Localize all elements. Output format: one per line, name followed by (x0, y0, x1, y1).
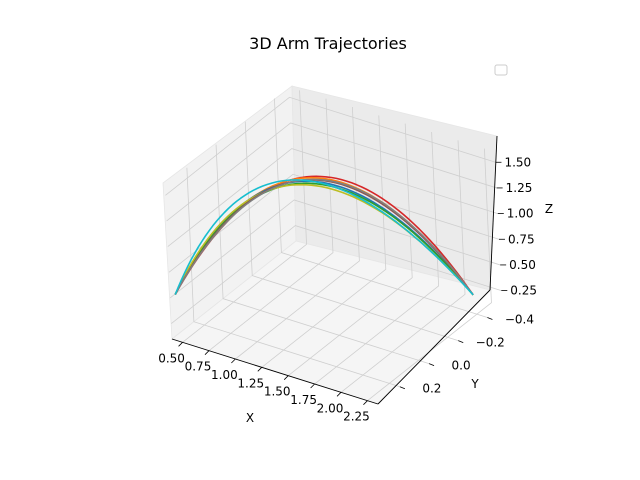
x-tick-mark (204, 350, 210, 355)
x-tick-label: 1.00 (211, 368, 238, 382)
z-grid-line (167, 148, 498, 247)
x-grid-line (235, 106, 360, 360)
y-grid-line (274, 98, 488, 318)
axis-ticks: 0.500.751.001.251.501.752.002.25−0.4−0.2… (158, 155, 537, 423)
axis-lines (171, 135, 498, 405)
z-grid-line (171, 225, 502, 324)
x-grid-line (367, 148, 492, 401)
x-tick-label: 2.25 (343, 410, 370, 424)
x-tick-mark (310, 383, 315, 389)
chart-title: 3D Arm Trajectories (249, 34, 407, 53)
y-axis-label: Y (470, 377, 479, 391)
z-tick-label: 1.00 (507, 207, 534, 221)
y-tick-label: −0.4 (505, 313, 534, 327)
y-tick-label: −0.2 (476, 336, 505, 350)
z-tick-label: 1.50 (504, 155, 531, 169)
x-tick-label: 1.75 (290, 393, 317, 407)
x-tick-label: 1.50 (264, 385, 291, 399)
z-grid-line (165, 96, 496, 196)
x-grid-line (182, 90, 307, 343)
axes-panes (162, 85, 498, 405)
x-axis-label: X (246, 411, 254, 425)
x-grid-line (314, 131, 440, 385)
y-tick-mark (487, 317, 493, 320)
z-grid-line (169, 199, 501, 299)
trajectory-line (174, 178, 474, 296)
x-tick-mark (336, 392, 342, 397)
trajectory-line (174, 182, 474, 296)
x-grid-line (261, 115, 387, 368)
x-axis-line (171, 338, 379, 405)
y-tick-mark (428, 363, 435, 367)
z-tick-label: 0.75 (508, 232, 535, 246)
z-axis-line (489, 135, 498, 291)
z-tick-label: 0.25 (510, 284, 537, 298)
y-grid-line (186, 167, 401, 388)
x-tick-mark (257, 367, 263, 372)
y-tick-label: 0.0 (452, 359, 471, 373)
z-axis-label: Z (545, 202, 553, 216)
y-tick-mark (458, 340, 464, 343)
x-tick-mark (178, 342, 183, 347)
y-tick-mark (399, 386, 406, 390)
x-tick-label: 0.50 (158, 351, 185, 365)
z-tick-label: 0.50 (509, 258, 536, 272)
y-grid-line (244, 121, 459, 341)
x-tick-mark (283, 375, 289, 380)
y-axis-line (377, 289, 491, 405)
x-tick-label: 1.25 (237, 376, 264, 390)
z-tick-label: 1.25 (506, 181, 533, 195)
x-grid-line (208, 98, 334, 351)
trajectory-line (174, 179, 474, 296)
y-grid-line (215, 144, 430, 365)
y-tick-label: 0.2 (422, 382, 441, 396)
x-grid-line (287, 123, 413, 376)
legend-box (494, 64, 508, 76)
x-tick-label: 0.75 (185, 360, 212, 374)
trajectory-series (174, 175, 474, 296)
x-tick-mark (363, 400, 368, 405)
x-tick-mark (231, 358, 236, 364)
x-grid-line (340, 140, 466, 393)
z-grid-line (166, 122, 497, 222)
x-tick-label: 2.00 (317, 401, 344, 415)
